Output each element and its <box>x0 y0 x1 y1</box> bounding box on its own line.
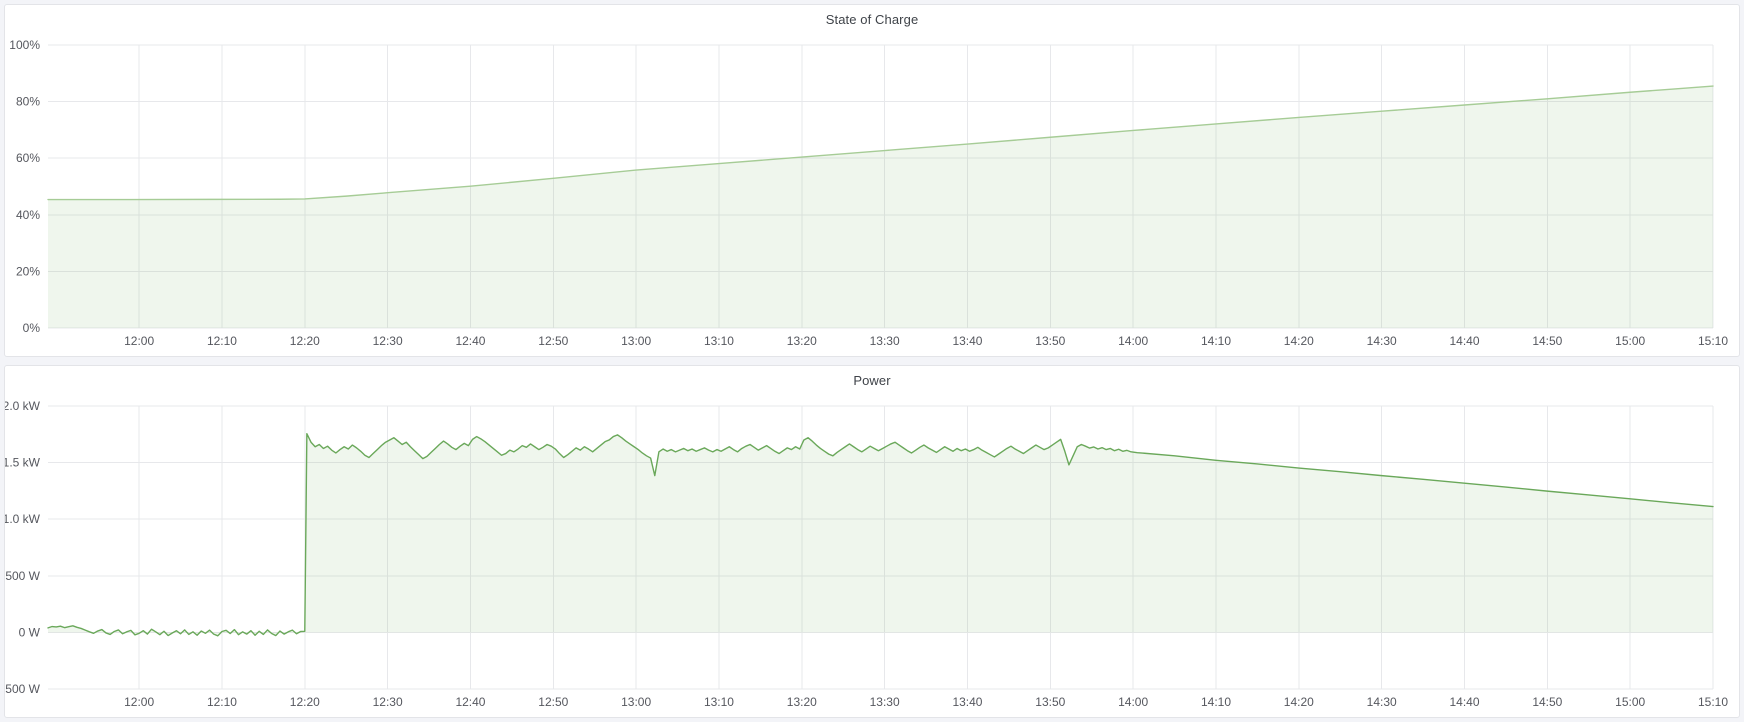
x-tick-label: 14:50 <box>1532 334 1562 348</box>
x-tick-label: 14:30 <box>1367 334 1397 348</box>
x-tick-label: 14:20 <box>1284 334 1314 348</box>
y-tick-label: 2.0 kW <box>5 399 41 413</box>
x-tick-label: 15:00 <box>1615 334 1645 348</box>
x-tick-label: 13:10 <box>704 695 734 709</box>
soc-chart-canvas[interactable]: 0% 20% 40% 60% 80% 100% 12:00 12:10 12:20 12:30 12… <box>5 33 1739 356</box>
y-tick-label: 60% <box>16 151 40 165</box>
soc-chart-area: 0% 20% 40% 60% 80% 100% 12:00 12:10 12:20 12:30 12… <box>5 33 1739 356</box>
x-tick-label: 14:20 <box>1284 695 1314 709</box>
x-tick-label: 13:00 <box>621 334 651 348</box>
x-tick-label: 13:40 <box>952 695 982 709</box>
x-tick-label: 13:50 <box>1035 334 1065 348</box>
x-tick-label: 12:10 <box>207 695 237 709</box>
x-tick-label: 13:20 <box>787 695 817 709</box>
axis-labels: -500 W 0 W 500 W 1.0 kW 1.5 kW 2.0 kW 12:00 12:… <box>5 399 1728 709</box>
x-tick-label: 12:20 <box>290 334 320 348</box>
x-tick-label: 14:00 <box>1118 695 1148 709</box>
grid <box>48 405 1714 690</box>
x-tick-label: 14:10 <box>1201 695 1231 709</box>
y-tick-label: 40% <box>16 208 40 222</box>
x-tick-label: 13:30 <box>870 334 900 348</box>
y-tick-label: 0% <box>23 321 41 335</box>
series-line <box>47 85 1714 201</box>
panel-title-power[interactable]: Power <box>853 372 891 388</box>
x-tick-label: 14:50 <box>1532 695 1562 709</box>
x-tick-label: 13:20 <box>787 334 817 348</box>
x-tick-label: 12:40 <box>455 695 485 709</box>
panel-power: Power -500 W 0 W 500 W 1.0 kW 1.5 kW 2.0 kW 12… <box>4 365 1740 718</box>
x-tick-label: 13:40 <box>952 334 982 348</box>
x-tick-label: 12:20 <box>290 695 320 709</box>
y-tick-label: 20% <box>16 264 40 278</box>
series-area <box>48 433 1713 636</box>
x-tick-label: 13:00 <box>621 695 651 709</box>
x-tick-label: 12:50 <box>538 695 568 709</box>
y-tick-label: -500 W <box>5 682 41 696</box>
series-area <box>48 86 1713 328</box>
x-tick-label: 14:40 <box>1449 334 1479 348</box>
y-tick-label: 0 W <box>19 625 41 639</box>
x-tick-label: 12:30 <box>373 334 403 348</box>
power-chart-canvas[interactable]: -500 W 0 W 500 W 1.0 kW 1.5 kW 2.0 kW 12:00 12:… <box>5 394 1739 717</box>
x-tick-label: 13:10 <box>704 334 734 348</box>
y-tick-label: 1.0 kW <box>5 512 41 526</box>
x-tick-label: 12:10 <box>207 334 237 348</box>
x-tick-label: 12:00 <box>124 334 154 348</box>
x-tick-label: 14:30 <box>1367 695 1397 709</box>
x-tick-label: 14:40 <box>1449 695 1479 709</box>
x-tick-label: 15:00 <box>1615 695 1645 709</box>
x-tick-label: 13:50 <box>1035 695 1065 709</box>
y-tick-label: 1.5 kW <box>5 456 41 470</box>
x-tick-label: 12:40 <box>455 334 485 348</box>
x-tick-label: 12:00 <box>124 695 154 709</box>
x-tick-label: 12:30 <box>373 695 403 709</box>
x-tick-label: 14:10 <box>1201 334 1231 348</box>
axis-labels: 0% 20% 40% 60% 80% 100% 12:00 12:10 12:20 12:30 12… <box>9 38 1728 348</box>
y-tick-label: 500 W <box>5 569 40 583</box>
panel-state-of-charge: State of Charge 0% 20% 40% 60% 80% 100% 12:00 1… <box>4 4 1740 357</box>
x-tick-label: 14:00 <box>1118 334 1148 348</box>
x-tick-label: 15:10 <box>1698 695 1728 709</box>
panel-title-state-of-charge[interactable]: State of Charge <box>825 11 919 27</box>
y-tick-label: 100% <box>9 38 40 52</box>
y-tick-label: 80% <box>16 95 40 109</box>
power-chart-area: -500 W 0 W 500 W 1.0 kW 1.5 kW 2.0 kW 12:00 12:… <box>5 394 1739 717</box>
x-tick-label: 15:10 <box>1698 334 1728 348</box>
series-line <box>47 433 1714 637</box>
x-tick-label: 12:50 <box>538 334 568 348</box>
x-tick-label: 13:30 <box>870 695 900 709</box>
grid <box>48 44 1714 329</box>
